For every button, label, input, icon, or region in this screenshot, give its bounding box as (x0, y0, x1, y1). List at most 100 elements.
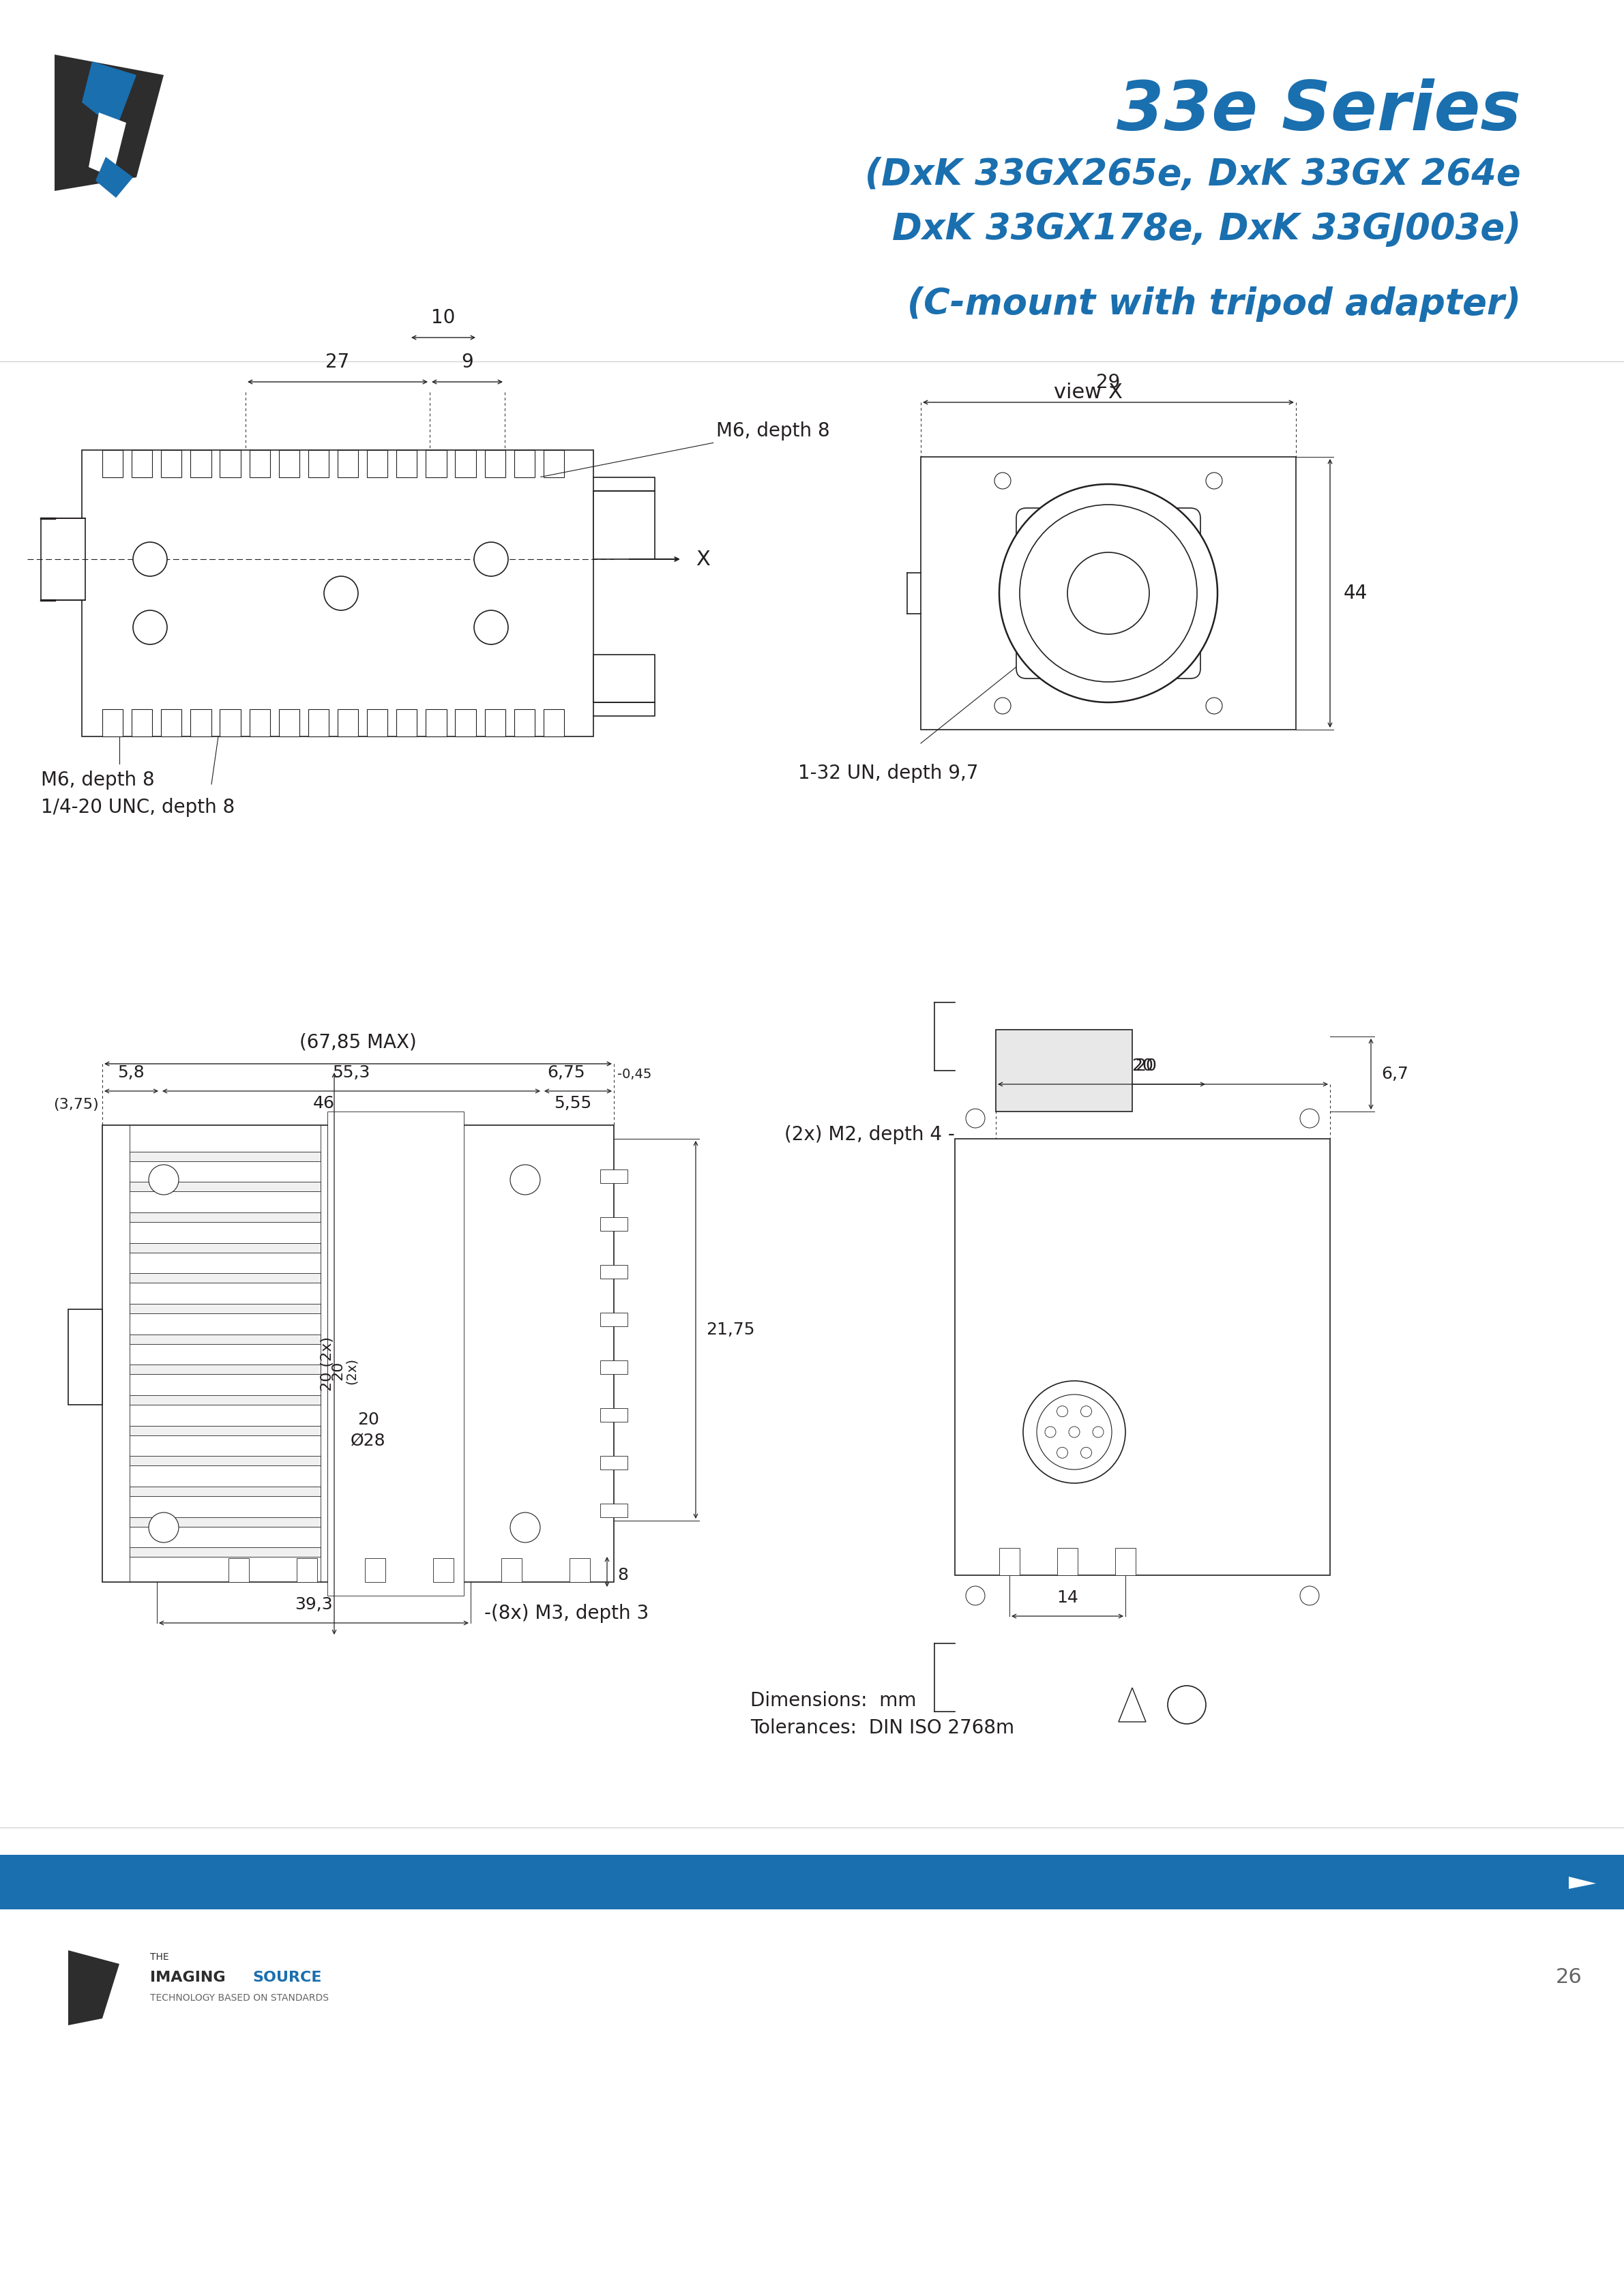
Circle shape (1023, 1380, 1125, 1483)
Bar (601, 1504, 627, 1518)
Bar (250, 450, 270, 478)
Text: THE: THE (149, 1952, 169, 1961)
Bar (1116, 1548, 1135, 1575)
Circle shape (133, 611, 167, 645)
Bar (365, 1559, 385, 1582)
Bar (130, 1456, 320, 1465)
Bar (601, 1217, 627, 1231)
Circle shape (1093, 1426, 1104, 1437)
Circle shape (1207, 473, 1223, 489)
Text: 5,8: 5,8 (117, 1065, 145, 1081)
Bar (68, 1309, 102, 1405)
Text: -(8x) M3, depth 3: -(8x) M3, depth 3 (484, 1605, 650, 1623)
Text: 21,75: 21,75 (706, 1322, 755, 1339)
Bar (425, 709, 447, 737)
Circle shape (1036, 1394, 1112, 1469)
Polygon shape (1569, 1876, 1596, 1890)
Bar (999, 1548, 1020, 1575)
Bar (279, 709, 299, 737)
Text: 44: 44 (1343, 583, 1367, 604)
Polygon shape (89, 113, 127, 177)
Bar (130, 1518, 320, 1527)
Text: (2x): (2x) (346, 1357, 357, 1384)
Bar (455, 709, 476, 737)
Bar (396, 709, 417, 737)
Text: (67,85 MAX): (67,85 MAX) (299, 1033, 417, 1052)
Text: 8: 8 (617, 1568, 628, 1584)
Circle shape (1301, 1109, 1319, 1127)
Text: 6,7: 6,7 (1380, 1065, 1408, 1081)
Bar (219, 709, 240, 737)
Text: 1-32 UN, depth 9,7: 1-32 UN, depth 9,7 (797, 765, 978, 783)
Bar (190, 450, 211, 478)
Text: 10: 10 (432, 308, 455, 328)
Bar (601, 1313, 627, 1327)
Polygon shape (96, 156, 133, 197)
Bar (309, 709, 328, 737)
Text: SOURCE: SOURCE (252, 1970, 322, 1984)
Polygon shape (68, 1949, 119, 2025)
Bar (955, 1139, 1330, 1575)
Text: DxK 33GX178e, DxK 33GJ003e): DxK 33GX178e, DxK 33GJ003e) (892, 211, 1522, 248)
Bar (367, 709, 388, 737)
Bar (515, 709, 534, 737)
Bar (132, 450, 153, 478)
Circle shape (510, 1513, 541, 1543)
Circle shape (149, 1513, 179, 1543)
Circle shape (1301, 1587, 1319, 1605)
Bar (601, 1407, 627, 1421)
Circle shape (474, 611, 508, 645)
Bar (102, 1125, 614, 1582)
Bar (338, 450, 359, 478)
Bar (593, 491, 654, 560)
Bar (130, 1396, 320, 1405)
Text: 20: 20 (1132, 1058, 1153, 1075)
Bar (484, 450, 505, 478)
Bar (81, 450, 593, 737)
Bar (484, 709, 505, 737)
Circle shape (1057, 1446, 1067, 1458)
Bar (601, 1169, 627, 1182)
Bar (161, 709, 182, 737)
Circle shape (966, 1109, 984, 1127)
Text: IMAGING: IMAGING (149, 1970, 226, 1984)
Text: 33e Series: 33e Series (1117, 78, 1522, 145)
Bar (996, 1029, 1132, 1111)
Text: X: X (695, 549, 710, 569)
Text: 6,75: 6,75 (547, 1065, 585, 1081)
Bar (328, 1111, 464, 1596)
Bar (130, 1426, 320, 1435)
Bar (455, 450, 476, 478)
Bar (102, 450, 123, 478)
Text: view X: view X (1054, 383, 1122, 402)
Bar (130, 1304, 320, 1313)
FancyBboxPatch shape (1017, 507, 1200, 680)
Bar (570, 1559, 590, 1582)
Circle shape (1067, 553, 1150, 634)
Text: 20: 20 (331, 1362, 344, 1380)
Text: M6, depth 8: M6, depth 8 (41, 771, 154, 790)
Bar (1057, 1548, 1078, 1575)
Bar (190, 709, 211, 737)
Text: -0,45: -0,45 (617, 1068, 651, 1081)
Bar (130, 1182, 320, 1192)
Bar (367, 450, 388, 478)
Bar (130, 1334, 320, 1343)
Circle shape (1069, 1426, 1080, 1437)
Circle shape (994, 698, 1010, 714)
Circle shape (323, 576, 357, 611)
Circle shape (474, 542, 508, 576)
Circle shape (1168, 1685, 1207, 1724)
Text: (3,75): (3,75) (54, 1097, 99, 1111)
Bar (130, 1153, 320, 1162)
Circle shape (966, 1587, 984, 1605)
Bar (601, 1456, 627, 1469)
Bar (544, 450, 564, 478)
Circle shape (999, 484, 1218, 703)
Text: 29: 29 (1096, 372, 1121, 393)
Bar (219, 450, 240, 478)
Bar (41, 519, 84, 599)
Bar (130, 1274, 320, 1283)
Bar (309, 450, 328, 478)
Bar (130, 1364, 320, 1375)
